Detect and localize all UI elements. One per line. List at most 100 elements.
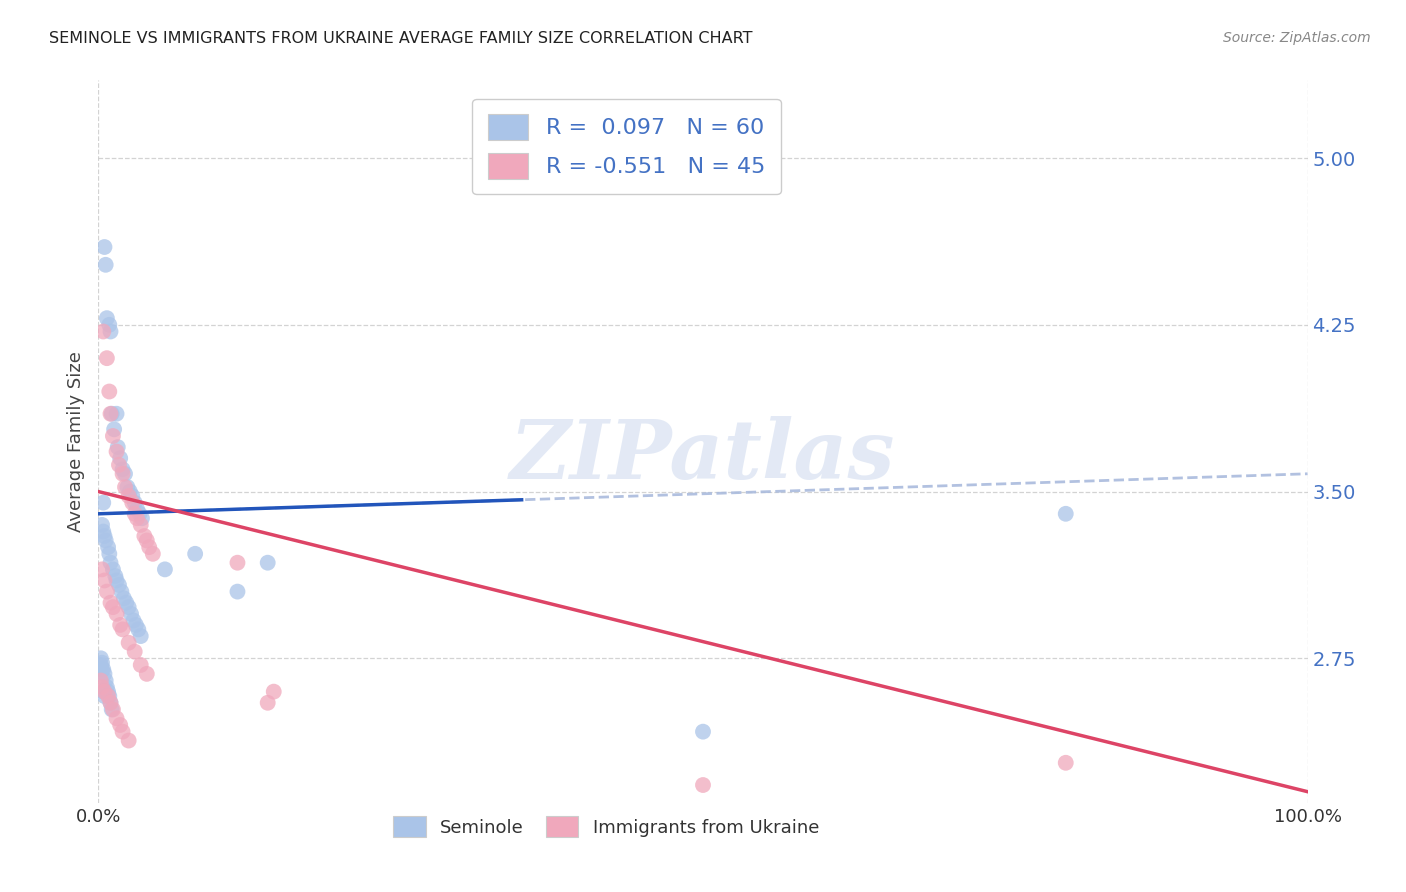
Point: [692, 778, 714, 792]
Point: [107, 440, 129, 454]
Point: [100, 696, 122, 710]
Point: [112, 591, 135, 606]
Point: [98, 318, 121, 332]
Point: [124, 496, 146, 510]
Point: [115, 596, 138, 610]
Point: [118, 733, 141, 747]
Point: [93, 666, 115, 681]
Point: [104, 569, 127, 583]
Point: [108, 458, 131, 472]
Point: [93, 574, 115, 588]
Point: [129, 629, 152, 643]
Point: [90, 673, 112, 688]
Point: [121, 496, 143, 510]
Point: [692, 724, 714, 739]
Point: [131, 511, 153, 525]
Point: [122, 614, 145, 628]
Point: [138, 540, 160, 554]
Point: [135, 533, 157, 548]
Point: [90, 657, 112, 672]
Legend: Seminole, Immigrants from Ukraine: Seminole, Immigrants from Ukraine: [387, 809, 827, 845]
Point: [114, 467, 136, 481]
Point: [117, 480, 139, 494]
Point: [96, 351, 118, 366]
Point: [1054, 507, 1077, 521]
Point: [97, 684, 120, 698]
Point: [114, 480, 136, 494]
Point: [101, 702, 124, 716]
Point: [91, 517, 114, 532]
Point: [120, 607, 142, 621]
Point: [103, 422, 125, 436]
Point: [91, 524, 114, 539]
Point: [91, 562, 114, 576]
Point: [91, 496, 114, 510]
Point: [91, 662, 114, 676]
Point: [110, 584, 132, 599]
Point: [93, 240, 115, 254]
Point: [135, 666, 157, 681]
Point: [105, 574, 128, 588]
Point: [96, 311, 118, 326]
Point: [97, 540, 120, 554]
Point: [111, 462, 134, 476]
Point: [105, 444, 128, 458]
Point: [100, 556, 122, 570]
Point: [111, 467, 134, 481]
Point: [96, 680, 118, 694]
Point: [94, 533, 117, 548]
Point: [91, 656, 114, 670]
Y-axis label: Average Family Size: Average Family Size: [66, 351, 84, 532]
Text: SEMINOLE VS IMMIGRANTS FROM UKRAINE AVERAGE FAMILY SIZE CORRELATION CHART: SEMINOLE VS IMMIGRANTS FROM UKRAINE AVER…: [49, 31, 752, 46]
Point: [98, 384, 121, 399]
Point: [91, 680, 114, 694]
Point: [108, 451, 131, 466]
Point: [93, 689, 115, 703]
Point: [128, 507, 150, 521]
Point: [256, 696, 278, 710]
Point: [1054, 756, 1077, 770]
Point: [153, 562, 176, 576]
Point: [125, 618, 148, 632]
Point: [142, 547, 165, 561]
Point: [94, 673, 117, 688]
Text: Source: ZipAtlas.com: Source: ZipAtlas.com: [1223, 31, 1371, 45]
Point: [127, 502, 149, 516]
Point: [100, 696, 122, 710]
Point: [105, 407, 128, 421]
Point: [111, 724, 134, 739]
Point: [111, 623, 134, 637]
Point: [226, 556, 249, 570]
Point: [101, 562, 124, 576]
Point: [91, 684, 114, 698]
Point: [100, 325, 122, 339]
Point: [124, 507, 146, 521]
Point: [124, 645, 146, 659]
Point: [94, 258, 117, 272]
Point: [93, 684, 115, 698]
Point: [108, 718, 131, 732]
Point: [101, 429, 124, 443]
Point: [256, 556, 278, 570]
Point: [118, 489, 141, 503]
Point: [118, 636, 141, 650]
Point: [263, 684, 285, 698]
Text: ZIPatlas: ZIPatlas: [510, 416, 896, 496]
Point: [90, 651, 112, 665]
Point: [96, 584, 118, 599]
Point: [129, 657, 152, 672]
Point: [100, 596, 122, 610]
Point: [91, 662, 114, 676]
Point: [105, 711, 128, 725]
Point: [184, 547, 207, 561]
Point: [226, 584, 249, 599]
Point: [100, 407, 122, 421]
Point: [121, 489, 143, 503]
Point: [105, 607, 128, 621]
Point: [101, 600, 124, 615]
Point: [100, 702, 122, 716]
Point: [129, 517, 152, 532]
Point: [98, 689, 121, 703]
Point: [118, 484, 141, 499]
Point: [134, 529, 156, 543]
